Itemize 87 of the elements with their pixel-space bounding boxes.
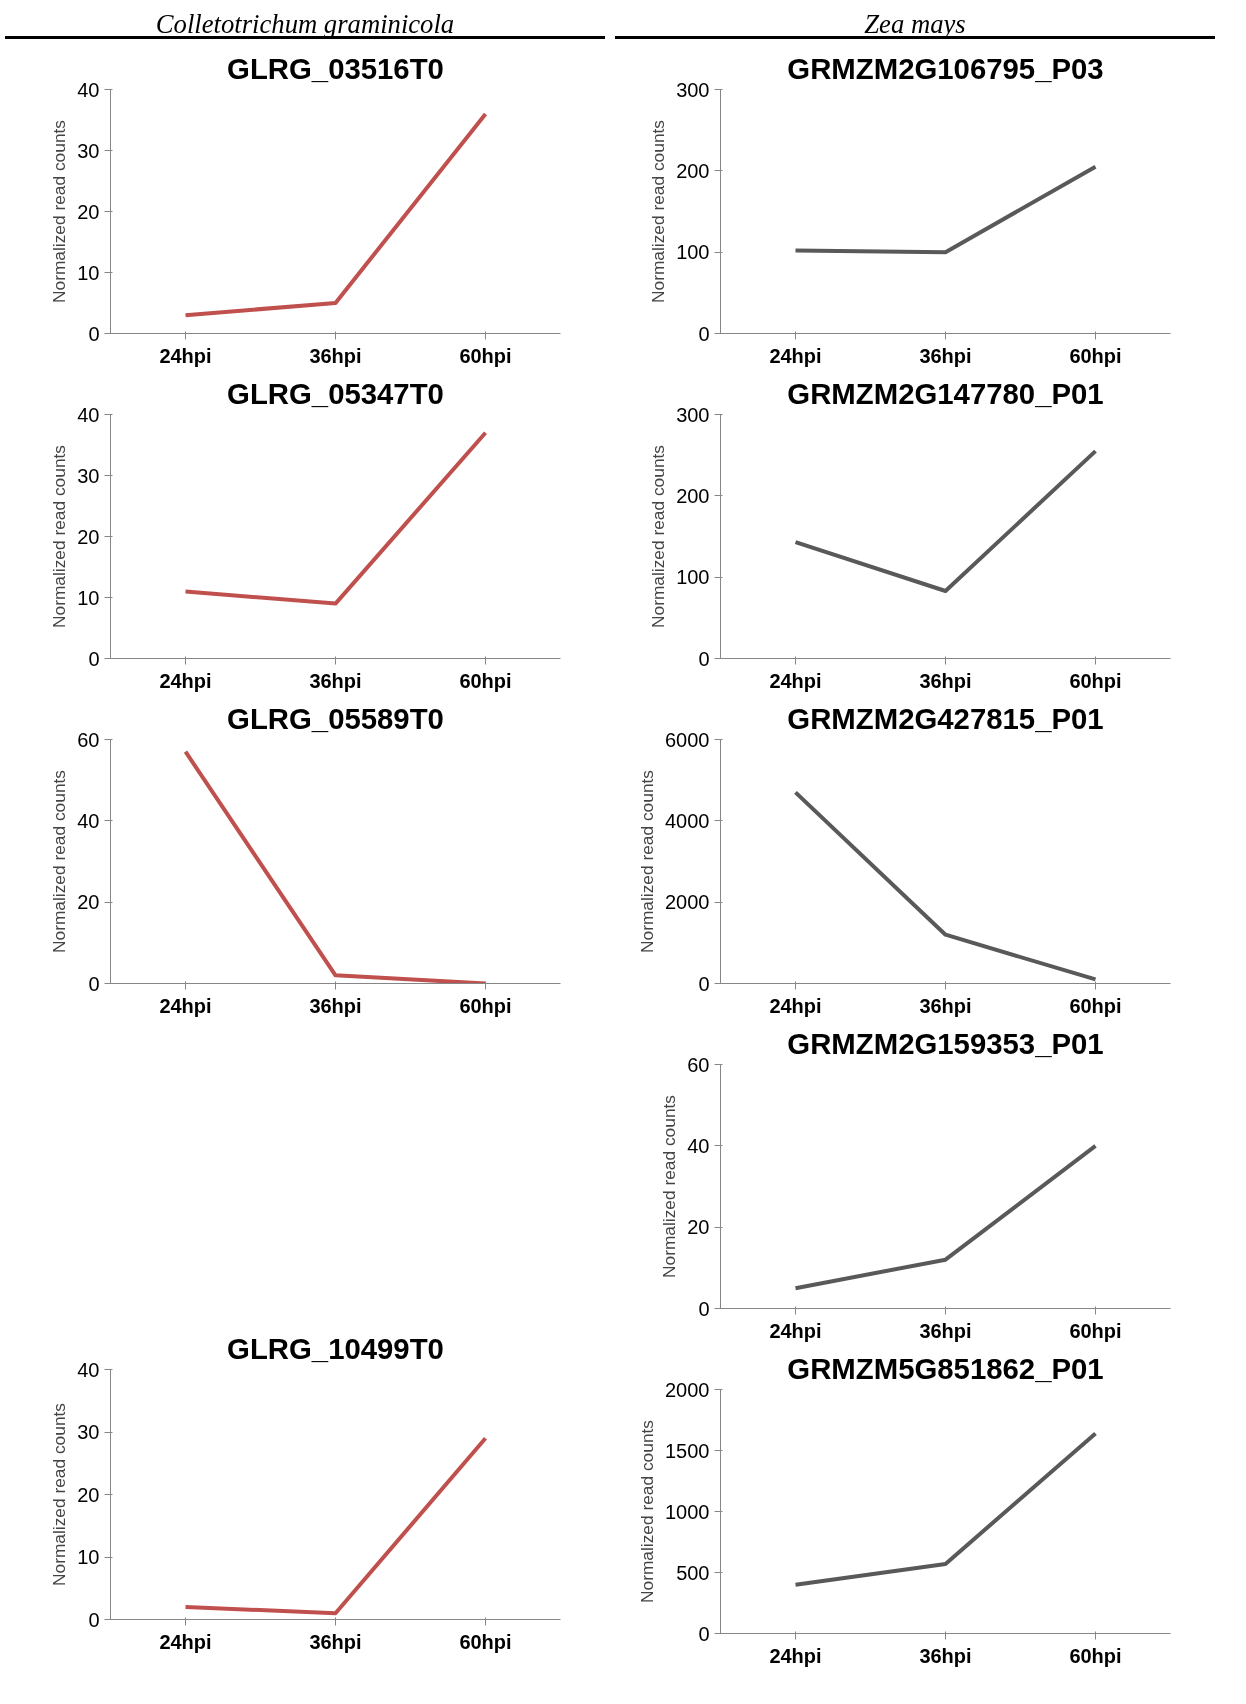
y-tick-label: 100 — [676, 241, 710, 264]
y-axis-title: Normalized read counts — [637, 769, 658, 953]
chart-title: GLRG_03516T0 — [227, 51, 444, 85]
y-tick-label: 40 — [77, 1358, 100, 1381]
x-tick-label: 24hpi — [769, 1319, 822, 1342]
x-tick-label: 24hpi — [769, 669, 822, 692]
chart-title: GLRG_05347T0 — [227, 376, 444, 410]
y-tick-label: 200 — [676, 159, 710, 182]
text: Colletotrichum graminicola — [155, 8, 455, 41]
x-tick-label: 24hpi — [159, 669, 212, 692]
x-tick-label: 24hpi — [769, 344, 822, 367]
x-tick-label: 60hpi — [459, 1630, 512, 1653]
x-tick-label: 60hpi — [1069, 344, 1122, 367]
chart-title: GRMZM2G106795_P03 — [787, 51, 1104, 85]
y-tick-label: 40 — [687, 1134, 710, 1157]
y-tick-label: 10 — [77, 1546, 100, 1568]
x-tick-label: 60hpi — [1069, 669, 1122, 692]
y-axis-title: Normalized read counts — [49, 119, 70, 303]
x-tick-label: 36hpi — [919, 1319, 972, 1342]
x-tick-label: 24hpi — [159, 1630, 212, 1653]
x-tick-label: 36hpi — [919, 344, 972, 367]
y-tick-label: 500 — [676, 1561, 710, 1584]
y-tick-label: 4000 — [665, 809, 710, 832]
y-tick-label: 0 — [88, 972, 100, 995]
y-axis-title: Normalized read counts — [648, 119, 669, 303]
y-tick-label: 2000 — [665, 1378, 710, 1401]
y-tick-label: 0 — [88, 647, 100, 670]
y-axis-title: Normalized read counts — [637, 1419, 658, 1603]
y-tick-label: 0 — [88, 1608, 100, 1631]
y-tick-label: 20 — [77, 525, 100, 548]
x-tick-label: 24hpi — [769, 1644, 822, 1667]
y-tick-label: 200 — [676, 484, 710, 507]
x-tick-label: 36hpi — [309, 669, 362, 692]
x-tick-label: 24hpi — [159, 344, 212, 367]
chart-title: GLRG_10499T0 — [227, 1331, 444, 1365]
y-tick-label: 0 — [698, 322, 710, 345]
y-tick-label: 60 — [77, 728, 100, 751]
y-tick-label: 20 — [687, 1216, 710, 1239]
y-tick-label: 0 — [698, 647, 710, 670]
y-tick-label: 6000 — [665, 728, 710, 751]
y-tick-label: 1500 — [665, 1439, 710, 1462]
y-tick-label: 40 — [77, 403, 100, 426]
chart-title: GLRG_05589T0 — [227, 701, 444, 735]
y-tick-label: 60 — [687, 1053, 710, 1076]
x-tick-label: 36hpi — [309, 1630, 362, 1653]
y-tick-label: 30 — [77, 1421, 100, 1443]
y-tick-label: 20 — [77, 891, 100, 914]
y-tick-label: 1000 — [665, 1500, 710, 1523]
x-tick-label: 60hpi — [459, 669, 512, 692]
chart-title: GRMZM2G427815_P01 — [787, 701, 1104, 735]
y-tick-label: 30 — [77, 464, 100, 487]
y-tick-label: 300 — [676, 78, 710, 101]
y-tick-label: 20 — [77, 1483, 100, 1506]
x-tick-label: 24hpi — [769, 994, 822, 1017]
y-tick-label: 2000 — [665, 891, 710, 914]
y-axis-title: Normalized read counts — [648, 444, 669, 628]
y-tick-label: 0 — [698, 1622, 710, 1645]
y-tick-label: 30 — [77, 139, 100, 162]
y-tick-label: 10 — [77, 261, 100, 284]
y-tick-label: 300 — [676, 403, 710, 426]
y-axis-title: Normalized read counts — [49, 444, 70, 628]
y-tick-label: 0 — [698, 1297, 710, 1320]
y-axis-title: Normalized read counts — [659, 1094, 680, 1278]
chart-title: GRMZM5G851862_P01 — [787, 1351, 1104, 1385]
x-tick-label: 36hpi — [309, 344, 362, 367]
y-tick-label: 100 — [676, 566, 710, 589]
y-tick-label: 40 — [77, 809, 100, 832]
chart-title: GRMZM2G147780_P01 — [787, 376, 1104, 410]
y-tick-label: 0 — [88, 322, 100, 345]
y-tick-label: 20 — [77, 200, 100, 223]
x-tick-label: 36hpi — [919, 669, 972, 692]
x-tick-label: 36hpi — [309, 994, 362, 1017]
x-tick-label: 36hpi — [919, 1644, 972, 1667]
x-tick-label: 60hpi — [459, 344, 512, 367]
x-tick-label: 24hpi — [159, 994, 212, 1017]
x-tick-label: 60hpi — [1069, 1319, 1122, 1342]
x-tick-label: 60hpi — [459, 994, 512, 1017]
chart-title: GRMZM2G159353_P01 — [787, 1026, 1104, 1060]
y-tick-label: 40 — [77, 78, 100, 101]
x-tick-label: 36hpi — [919, 994, 972, 1017]
x-tick-label: 60hpi — [1069, 1644, 1122, 1667]
y-tick-label: 0 — [698, 972, 710, 995]
y-axis-title: Normalized read counts — [49, 769, 70, 953]
y-axis-title: Normalized read counts — [49, 1402, 70, 1586]
y-tick-label: 10 — [77, 586, 100, 609]
text: Zea mays — [864, 8, 966, 41]
x-tick-label: 60hpi — [1069, 994, 1122, 1017]
